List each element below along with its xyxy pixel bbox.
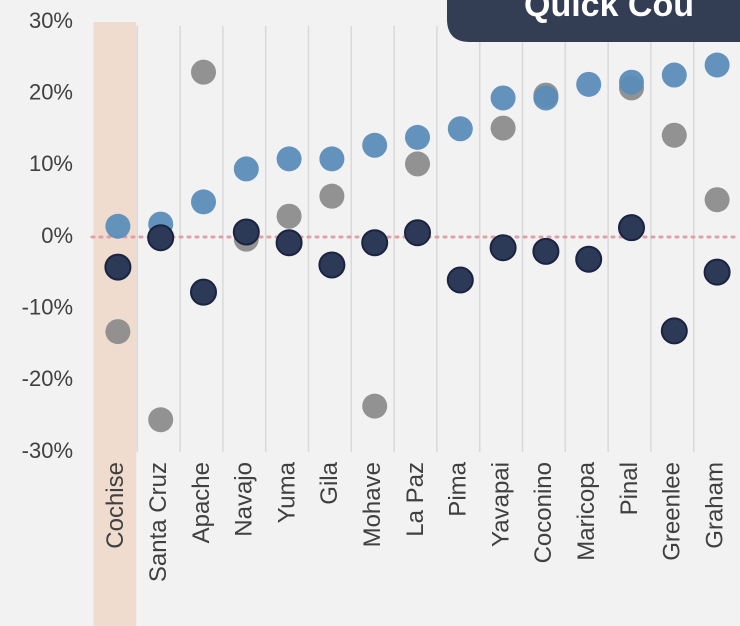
banner (447, 0, 740, 42)
dot (619, 69, 644, 95)
dot (405, 124, 430, 150)
x-tick-label: La Paz (402, 462, 429, 537)
dot (532, 237, 560, 265)
dot (276, 203, 302, 229)
dot (447, 116, 473, 142)
x-tick-label: Mohave (359, 462, 386, 547)
x-tick-label: Navajo (231, 462, 258, 537)
dot (232, 218, 260, 246)
dot (362, 132, 388, 158)
x-tick-label: Gila (316, 461, 343, 504)
dot (319, 146, 345, 172)
dot (190, 278, 217, 306)
dot (404, 219, 431, 247)
y-tick-label: -30% (22, 438, 73, 463)
x-tick-label: Pinal (616, 462, 643, 515)
dot (618, 214, 645, 242)
dot (704, 52, 730, 78)
dot (575, 245, 603, 273)
dot (148, 407, 174, 433)
x-tick-label: Graham (701, 462, 728, 549)
dot (446, 266, 474, 294)
x-tick-label: Apache (188, 462, 215, 543)
dot (318, 251, 346, 279)
dot (191, 59, 216, 85)
dot (105, 319, 131, 345)
x-tick-label: Greenlee (659, 462, 686, 561)
y-tick-label: -10% (22, 294, 73, 319)
dot (490, 85, 516, 111)
dot (703, 258, 731, 286)
x-tick-label: Yavapai (487, 462, 514, 547)
dot (362, 393, 388, 419)
dot (275, 229, 303, 257)
dot (661, 122, 687, 148)
y-tick-label: 0% (41, 223, 73, 248)
y-tick-label: 20% (29, 79, 73, 104)
dot (191, 189, 216, 215)
x-tick-label: Maricopa (573, 461, 600, 560)
dot (104, 253, 132, 281)
dot (105, 213, 131, 239)
dot (661, 62, 687, 88)
dot (490, 115, 516, 141)
dot (233, 156, 259, 182)
x-tick-label: Cochise (102, 462, 129, 549)
y-tick-label: 10% (29, 151, 73, 176)
dot (576, 71, 602, 97)
dot (147, 224, 175, 252)
x-tick-label: Coconino (530, 462, 557, 563)
annotation: Quick Cou (524, 0, 694, 24)
dot (489, 234, 517, 262)
dot (276, 146, 302, 172)
dot (660, 317, 688, 345)
dot (405, 151, 430, 177)
x-tick-label: Yuma (273, 461, 300, 523)
x-tick-label: Santa Cruz (145, 462, 172, 582)
dot (533, 85, 559, 111)
dot (319, 183, 345, 209)
dot (361, 229, 389, 257)
y-tick-label: 30% (29, 8, 73, 33)
dot (704, 187, 730, 213)
y-tick-label: -20% (22, 366, 73, 391)
x-tick-label: Pima (445, 461, 472, 516)
